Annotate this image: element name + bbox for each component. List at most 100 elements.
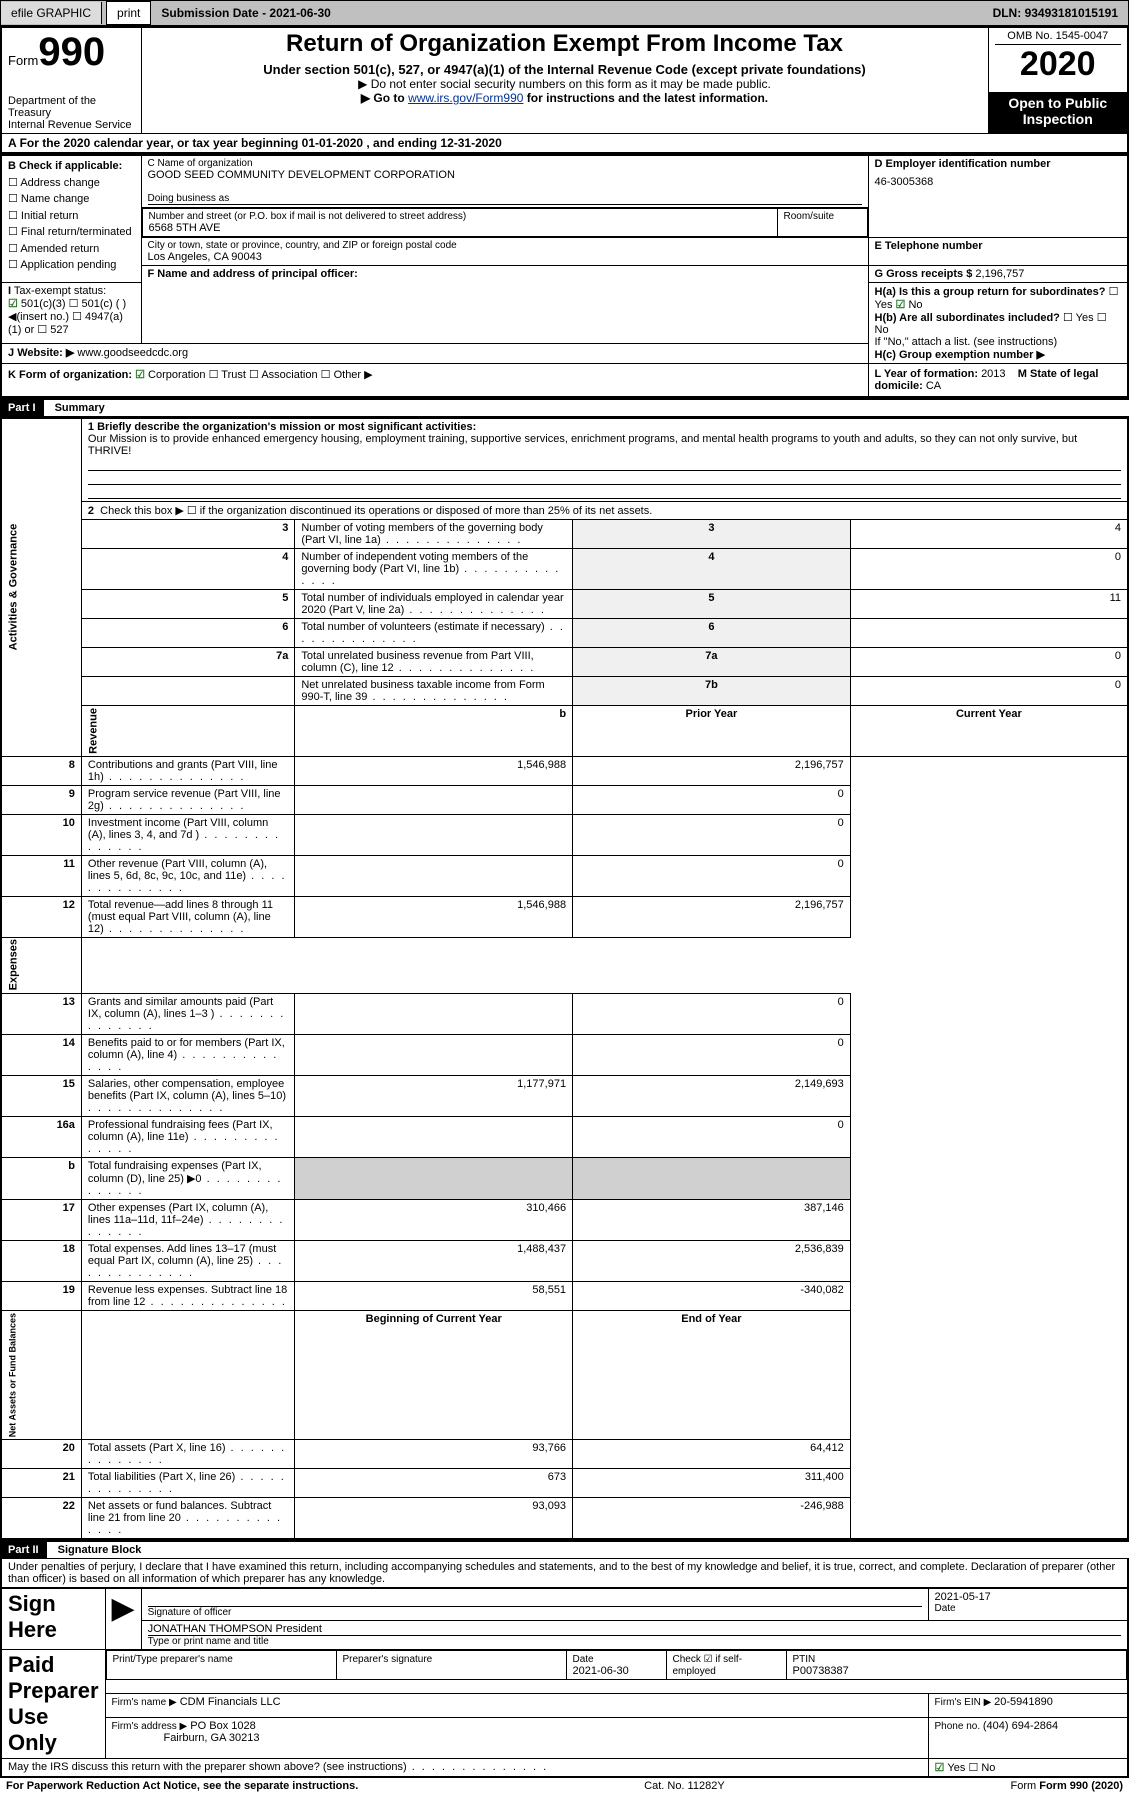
org-name: GOOD SEED COMMUNITY DEVELOPMENT CORPORAT… [148, 169, 862, 181]
line-num: 20 [1, 1440, 81, 1469]
phone-label: E Telephone number [875, 240, 983, 252]
chk-final-return[interactable]: Final return/terminated [8, 226, 132, 238]
part-2-title: Signature Block [50, 1544, 142, 1556]
mission-text: Our Mission is to provide enhanced emerg… [88, 433, 1077, 457]
form-number: Form990 [8, 30, 135, 75]
chk-527[interactable]: 527 [37, 324, 68, 336]
discuss-yes[interactable]: Yes [935, 1762, 966, 1774]
sign-arrow-icon: ▶ [105, 1588, 141, 1650]
line-num: 10 [1, 814, 81, 855]
form-word: Form [8, 53, 38, 68]
paid-preparer-label: Paid Preparer Use Only [1, 1650, 105, 1759]
hb-yes[interactable]: Yes [1063, 312, 1094, 324]
line-2-label: Check this box ▶ ☐ if the organization d… [100, 505, 652, 517]
current-year: 0 [573, 814, 851, 855]
line-num: 9 [1, 785, 81, 814]
chk-other[interactable]: Other ▶ [321, 369, 373, 381]
print-button[interactable]: print [106, 1, 151, 25]
form-990: 990 [38, 30, 105, 74]
chk-name-change[interactable]: Name change [8, 193, 89, 205]
chk-trust[interactable]: Trust [209, 369, 246, 381]
vert-expenses: Expenses [1, 937, 81, 993]
part-1-title: Summary [47, 402, 105, 414]
line-text: Revenue less expenses. Subtract line 18 … [81, 1282, 294, 1311]
ha-label: H(a) Is this a group return for subordin… [875, 285, 1122, 311]
hb-text: H(b) Are all subordinates included? [875, 312, 1060, 324]
chk-amended[interactable]: Amended return [8, 243, 99, 255]
boy: 93,093 [295, 1498, 573, 1540]
discuss-question: May the IRS discuss this return with the… [8, 1761, 548, 1773]
vert-activities-governance: Activities & Governance [1, 418, 81, 756]
vert-revenue: Revenue [81, 706, 294, 757]
ptin-value: P00738387 [793, 1665, 849, 1677]
eoy: 64,412 [573, 1440, 851, 1469]
firm-addr1: PO Box 1028 [190, 1720, 255, 1732]
officer-sig-label: Signature of officer [148, 1607, 922, 1618]
chk-501c3[interactable]: 501(c)(3) [8, 298, 66, 310]
year-formation-value: 2013 [981, 368, 1005, 380]
self-employed-check[interactable]: Check ☑ if self-employed [673, 1654, 743, 1677]
perjury-statement: Under penalties of perjury, I declare th… [0, 1559, 1129, 1587]
line-text: Grants and similar amounts paid (Part IX… [81, 994, 294, 1035]
instr-ssn: ▶ Do not enter social security numbers o… [148, 77, 982, 91]
line-value: 0 [850, 677, 1128, 706]
line-text: Total number of individuals employed in … [295, 590, 573, 619]
firm-ein-label: Firm's EIN ▶ [935, 1697, 995, 1708]
firm-name: CDM Financials LLC [180, 1696, 281, 1708]
state-domicile-value: CA [926, 380, 941, 392]
period-text: For the 2020 calendar year, or tax year … [20, 136, 502, 150]
current-year: 0 [573, 1117, 851, 1158]
ha-no[interactable]: No [896, 299, 923, 311]
current-year: 0 [573, 855, 851, 896]
section-b-label: B Check if applicable: [8, 160, 122, 172]
hb-label: H(b) Are all subordinates included? Yes … [875, 311, 1122, 336]
firm-phone: (404) 694-2864 [983, 1720, 1058, 1732]
firm-addr2: Fairburn, GA 30213 [163, 1732, 259, 1744]
line-text: Net unrelated business taxable income fr… [295, 677, 573, 706]
line-num: 4 [81, 549, 294, 590]
col-eoy: End of Year [573, 1311, 851, 1440]
current-year: 0 [573, 785, 851, 814]
line-num: 22 [1, 1498, 81, 1540]
city-label: City or town, state or province, country… [148, 240, 862, 251]
firm-addr-label: Firm's address ▶ [112, 1721, 188, 1732]
line-num: 5 [81, 590, 294, 619]
line-num: 7a [81, 648, 294, 677]
ein-label: D Employer identification number [875, 158, 1051, 170]
footer-right: Form Form 990 (2020) [1011, 1780, 1124, 1792]
website-label: Website: ▶ [17, 347, 74, 359]
line-text: Total unrelated business revenue from Pa… [295, 648, 573, 677]
chk-corp[interactable]: Corporation [135, 369, 205, 381]
line-value: 4 [850, 520, 1128, 549]
chk-app-pending[interactable]: Application pending [8, 259, 116, 271]
current-year: 2,196,757 [573, 756, 851, 785]
part-1-header: Part I Summary [0, 398, 1129, 417]
footer: For Paperwork Reduction Act Notice, see … [0, 1778, 1129, 1794]
instr-link: ▶ Go to www.irs.gov/Form990 for instruct… [148, 91, 982, 105]
line-box: 3 [573, 520, 851, 549]
dba-label: Doing business as [148, 193, 862, 205]
irs-link[interactable]: www.irs.gov/Form990 [408, 91, 523, 105]
line-value: 0 [850, 549, 1128, 590]
line-value [850, 619, 1128, 648]
prep-date: 2021-06-30 [573, 1665, 629, 1677]
current-year: 387,146 [573, 1200, 851, 1241]
tax-year: 2020 [995, 45, 1122, 84]
sub-title: Under section 501(c), 527, or 4947(a)(1)… [148, 62, 982, 77]
chk-initial-return[interactable]: Initial return [8, 210, 78, 222]
summary-table: Activities & Governance 1 Briefly descri… [0, 417, 1129, 1540]
line-num: 16a [1, 1117, 81, 1158]
chk-address-change[interactable]: Address change [8, 177, 100, 189]
line-text: Total liabilities (Part X, line 26) [81, 1469, 294, 1498]
line-box: 4 [573, 549, 851, 590]
top-bar: efile GRAPHIC print Submission Date - 20… [0, 0, 1129, 26]
line-text: Benefits paid to or for members (Part IX… [81, 1035, 294, 1076]
line-num: 8 [1, 756, 81, 785]
line-text: Program service revenue (Part VIII, line… [81, 785, 294, 814]
chk-assoc[interactable]: Association [249, 369, 318, 381]
discuss-no[interactable]: No [968, 1762, 995, 1774]
ein-value: 46-3005368 [875, 176, 1122, 188]
year-formation-label: L Year of formation: [875, 368, 982, 380]
line-text: Other expenses (Part IX, column (A), lin… [81, 1200, 294, 1241]
line-num: 17 [1, 1200, 81, 1241]
